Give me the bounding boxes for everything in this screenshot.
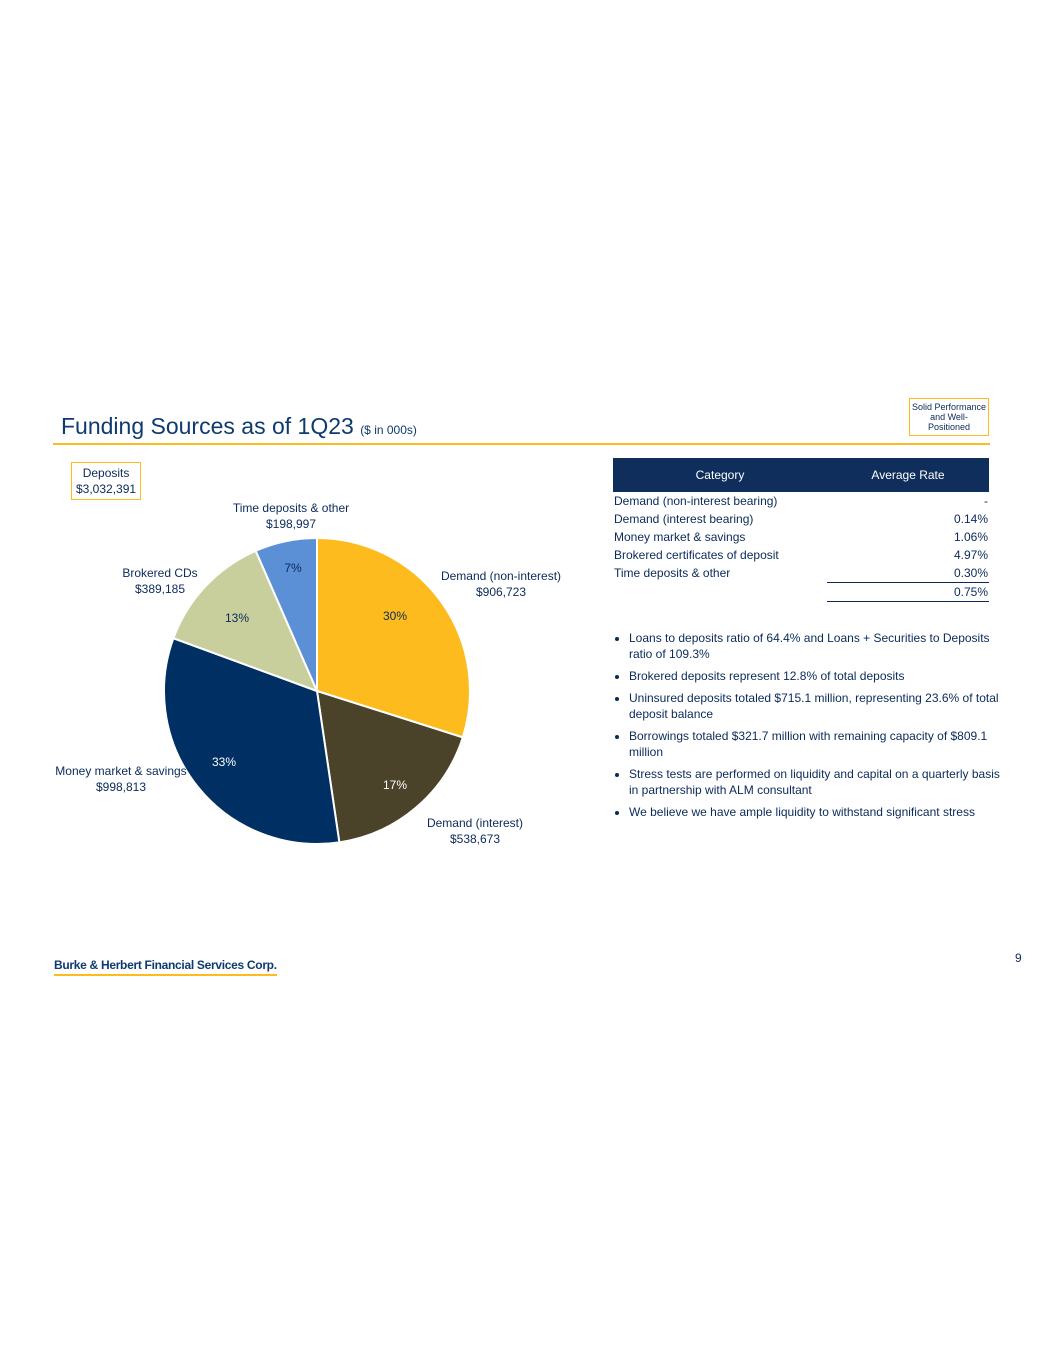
slice-category: Money market & savings — [55, 764, 186, 778]
slice-category: Brokered CDs — [122, 566, 197, 580]
column-header: Average Rate — [827, 458, 989, 492]
table-cell: Demand (interest bearing) — [614, 512, 754, 526]
table-row: Demand (interest bearing) 0.14% — [613, 510, 989, 528]
slice-share: 30% — [383, 609, 407, 623]
slice-amount: $389,185 — [135, 582, 185, 596]
table-row: Time deposits & other 0.30% — [613, 564, 989, 583]
logo: Burke & Herbert Financial Services Corp. — [54, 958, 277, 976]
bullet-list: Loans to deposits ratio of 64.4% and Loa… — [613, 630, 1001, 826]
slice-amount: $198,997 — [266, 517, 316, 531]
page-number: 9 — [1015, 951, 1022, 965]
rate-table: Category Average Rate Demand (non-interest… — [613, 458, 989, 602]
bullet: Borrowings totaled $321.7 million with r… — [629, 728, 1001, 760]
pie-slice — [172, 549, 319, 693]
slice-amount: $906,723 — [476, 585, 526, 599]
slice-category: Demand (non-interest) — [441, 569, 561, 583]
column-header: Category — [613, 458, 827, 492]
header-row: Category Average Rate — [613, 458, 989, 492]
slice-category: Demand (interest) — [427, 816, 523, 830]
table-cell: 1.06% — [953, 530, 988, 544]
bullet: Brokered deposits represent 12.8% of tot… — [629, 668, 1001, 684]
slice-share: 13% — [225, 611, 249, 625]
table-cell: - — [984, 494, 988, 508]
table-cell: 4.97% — [953, 548, 988, 562]
table-cell — [613, 583, 827, 602]
subtitle: ($ in 000s) — [360, 423, 417, 437]
table-cell: Money market & savings — [614, 530, 746, 544]
pie-slice — [163, 636, 341, 845]
title-rule — [53, 443, 990, 445]
total-value: $3,032,391 — [76, 482, 137, 496]
pie-slice — [316, 536, 471, 739]
table-cell: 0.30% — [827, 564, 989, 583]
total-row: 0.75% — [613, 582, 989, 602]
slice-share: 17% — [383, 778, 407, 792]
table-cell: Brokered certificates of deposit — [614, 548, 779, 562]
slice-amount: $538,673 — [450, 832, 500, 846]
title: Funding Sources as of 1Q23 — [61, 413, 354, 439]
pie-slice — [315, 689, 465, 844]
bullet: Loans to deposits ratio of 64.4% and Loa… — [629, 630, 1001, 662]
slice-share: 7% — [284, 561, 302, 575]
total-cell: 0.75% — [827, 582, 989, 602]
table-row: Demand (non-interest bearing) - — [613, 492, 989, 510]
title-block: Funding Sources as of 1Q23 ($ in 000s) — [61, 413, 417, 440]
table-cell: Demand (non-interest bearing) — [614, 494, 778, 508]
table-row: Brokered certificates of deposit 4.97% — [613, 546, 989, 564]
table-row: Money market & savings 1.06% — [613, 528, 989, 546]
table-cell: Time deposits & other — [614, 566, 731, 581]
total-box: Deposits $3,032,391 — [71, 462, 142, 500]
bullet: We believe we have ample liquidity to wi… — [629, 804, 1001, 820]
slice-category: Time deposits & other — [233, 501, 349, 515]
slice-amount: $998,813 — [96, 780, 146, 794]
table-cell: 0.14% — [953, 512, 988, 526]
pie-slice — [254, 536, 318, 692]
bullet: Uninsured deposits totaled $715.1 millio… — [629, 690, 1001, 722]
slice-share: 33% — [212, 755, 236, 769]
total-title: Deposits — [82, 466, 130, 480]
bullet: Stress tests are performed on liquidity … — [629, 766, 1001, 798]
badge: Solid Performance and Well-Positioned — [909, 398, 989, 436]
